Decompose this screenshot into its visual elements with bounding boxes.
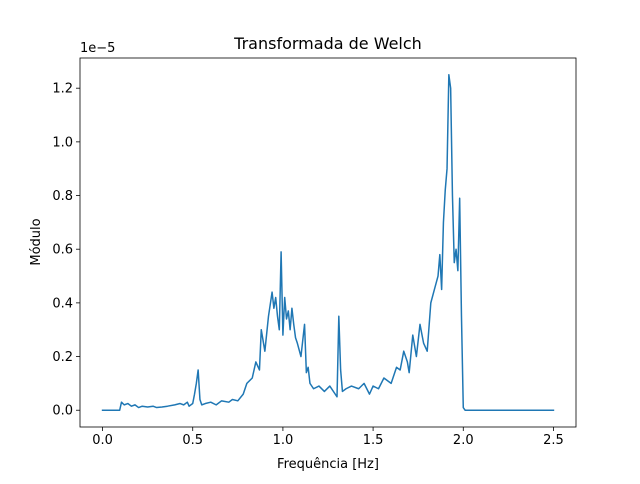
x-tick-label: 0.0 xyxy=(92,433,113,448)
y-tick-label: 0.2 xyxy=(52,350,73,365)
y-axis-multiplier: 1e−5 xyxy=(80,41,115,56)
x-tick-label: 0.5 xyxy=(182,433,203,448)
x-tick-label: 2.5 xyxy=(543,433,564,448)
plot-area xyxy=(79,57,577,428)
y-tick-label: 0.6 xyxy=(52,243,73,258)
y-tick-label: 1.2 xyxy=(52,82,73,97)
y-tick-label: 1.0 xyxy=(52,135,73,150)
x-tick-label: 1.0 xyxy=(273,433,294,448)
y-tick-label: 0.4 xyxy=(52,296,73,311)
y-tick-label: 0.8 xyxy=(52,189,73,204)
axes-background xyxy=(80,58,576,427)
x-axis-label: Frequência [Hz] xyxy=(277,457,379,472)
chart-title: Transformada de Welch xyxy=(233,34,422,53)
x-axis-ticks: 0.0 0.5 1.0 1.5 2.0 2.5 xyxy=(92,427,564,448)
y-tick-label: 0.0 xyxy=(52,404,73,419)
series-line-0 xyxy=(101,74,555,411)
x-tick-label: 1.5 xyxy=(363,433,384,448)
axes-frame xyxy=(79,57,577,428)
y-axis-label: Módulo xyxy=(29,218,44,265)
x-tick-label: 2.0 xyxy=(453,433,474,448)
series-layer xyxy=(101,74,555,411)
y-axis-ticks: 0.0 0.2 0.4 0.6 0.8 1.0 1.2 xyxy=(52,82,80,419)
